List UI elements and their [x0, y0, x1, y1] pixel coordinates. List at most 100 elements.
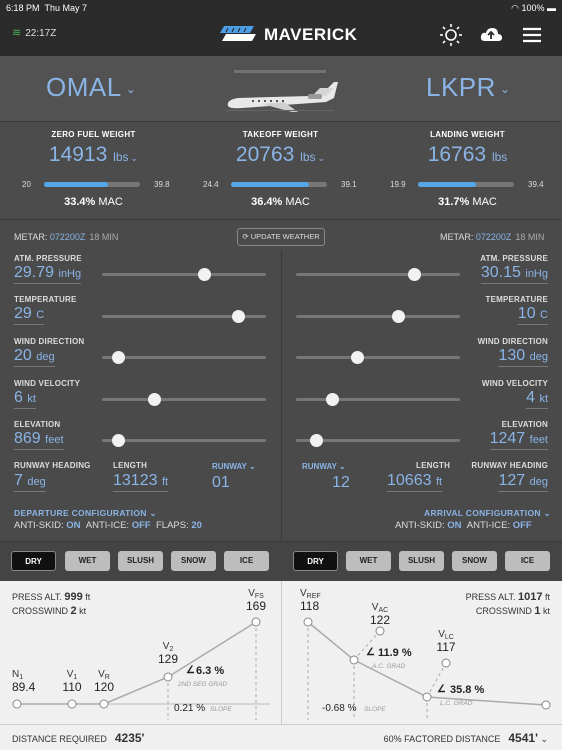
slider-knob[interactable] — [148, 393, 162, 406]
departure-elevation-slider[interactable] — [102, 434, 266, 447]
arrival-surface-slush[interactable]: SLUSH — [399, 551, 444, 571]
chevron-down-icon: ⌄ — [499, 82, 511, 97]
mac-bar — [44, 182, 140, 187]
chevron-down-icon: ⌄ — [125, 82, 137, 97]
chevron-down-icon: ⌄ — [248, 462, 256, 471]
slider-knob[interactable] — [112, 351, 126, 364]
arrival-surface-ice[interactable]: ICE — [505, 551, 550, 571]
metar-code[interactable]: 072200Z — [49, 232, 86, 242]
arrival-length-field[interactable]: 10663 ft — [387, 472, 443, 492]
weight-label: TAKEOFF WEIGHT — [242, 130, 319, 139]
departure-temperature-slider[interactable] — [102, 310, 266, 323]
departure-surface-dry[interactable]: DRY — [11, 551, 56, 571]
speed-value: 169 — [246, 599, 266, 613]
departure-surface-wet[interactable]: WET — [65, 551, 110, 571]
departure-surface-slush[interactable]: SLUSH — [118, 551, 163, 571]
metar-code[interactable]: 072200Z — [475, 232, 512, 242]
speed-label: VR — [98, 669, 110, 681]
arrival-wind-velocity-slider[interactable] — [296, 393, 460, 406]
slider-knob[interactable] — [112, 434, 126, 447]
arrival-surface-dry[interactable]: DRY — [293, 551, 338, 571]
update-weather-label: UPDATE WEATHER — [250, 232, 320, 241]
departure-surface-ice[interactable]: ICE — [224, 551, 269, 571]
arrival-temperature-slider[interactable] — [296, 310, 460, 323]
departure-runway-heading-label: RUNWAY HEADING — [14, 461, 91, 470]
weight-value-field[interactable]: 20763 lbs ⌄ — [187, 143, 374, 167]
arrival-surface-snow[interactable]: SNOW — [452, 551, 497, 571]
departure-runway-heading-field[interactable]: 7 deg — [14, 472, 46, 492]
takeoff-weight: TAKEOFF WEIGHT 20763 lbs ⌄ 24.4 39.1 36.4… — [187, 130, 374, 208]
mac-label: MAC — [98, 196, 123, 208]
speed-value: 117 — [436, 640, 455, 654]
arrival-wind-direction-slider[interactable] — [296, 351, 460, 364]
speed-value: 89.4 — [12, 680, 36, 694]
departure-configuration-toggle[interactable]: DEPARTURE CONFIGURATION ⌄ — [14, 508, 157, 519]
takeoff-crosswind: CROSSWIND 2 kt — [12, 605, 86, 617]
departure-temperature-field[interactable]: 29 C — [14, 305, 45, 325]
departure-wind-direction-field[interactable]: 20 deg — [14, 347, 55, 367]
aircraft-image — [226, 70, 338, 112]
factored-distance[interactable]: 60% FACTORED DISTANCE 4541' ⌄ — [384, 731, 548, 745]
weight-value: 14913 — [48, 143, 108, 166]
slider-knob[interactable] — [326, 393, 340, 406]
departure-elevation-field[interactable]: 869 feet — [14, 430, 64, 450]
speed-point — [12, 699, 22, 709]
departure-wind-velocity-slider[interactable] — [102, 393, 266, 406]
weight-unit: lbs — [113, 150, 129, 164]
label: PRESS ALT. — [465, 592, 516, 602]
departure-runway-selector[interactable]: RUNWAY ⌄ — [212, 462, 256, 471]
speed-label: VAC — [372, 602, 388, 614]
departure-pressure-slider[interactable] — [102, 268, 266, 281]
mac-bar — [418, 182, 514, 187]
route-bar: OMAL ⌄ LKPR ⌄ — [0, 56, 562, 122]
arrival-surface-wet[interactable]: WET — [346, 551, 391, 571]
slider-knob[interactable] — [197, 268, 211, 281]
arrival-temperature-field[interactable]: 10 C — [517, 305, 548, 325]
speed-point — [163, 672, 173, 682]
column-divider — [281, 250, 282, 578]
weight-value-field[interactable]: 16763 lbs — [374, 143, 561, 167]
cloud-upload-icon[interactable] — [479, 23, 503, 47]
anti-ice-label: ANTI-ICE: — [85, 520, 130, 531]
slider-knob[interactable] — [408, 268, 422, 281]
menu-icon[interactable] — [520, 23, 544, 47]
departure-length-field[interactable]: 13123 ft — [113, 472, 169, 492]
departure-surface-snow[interactable]: SNOW — [171, 551, 216, 571]
arrival-runway-heading-field[interactable]: 127 deg — [498, 472, 548, 492]
slider-knob[interactable] — [309, 434, 323, 447]
destination-airport-selector[interactable]: LKPR ⌄ — [426, 72, 510, 103]
origin-airport-selector[interactable]: OMAL ⌄ — [46, 72, 136, 103]
slider-knob[interactable] — [391, 310, 405, 323]
departure-wind-velocity-field[interactable]: 6 kt — [14, 389, 36, 409]
status-bar: 6:18 PM Thu May 7 ◠ 100% ▬ — [0, 0, 562, 16]
mac-bar-fill — [44, 182, 109, 187]
brightness-icon[interactable] — [439, 23, 463, 47]
arrival-elevation-slider[interactable] — [296, 434, 460, 447]
speed-value: 122 — [370, 613, 390, 627]
refresh-icon: ⟳ — [242, 232, 249, 241]
range-max: 39.1 — [341, 180, 357, 189]
arrival-wind-velocity-field[interactable]: 4 kt — [526, 389, 548, 409]
arrival-pressure-field[interactable]: 30.15 inHg — [480, 264, 548, 284]
arrival-config-summary: ANTI-SKID: ON ANTI-ICE: OFF — [395, 520, 532, 531]
field-value: 10663 — [387, 472, 432, 489]
field-value: 127 — [498, 472, 526, 489]
arrival-pressure-slider[interactable] — [296, 268, 460, 281]
field-value: 29.79 — [14, 264, 55, 281]
field-value: 7 — [14, 472, 23, 489]
departure-wind-direction-slider[interactable] — [102, 351, 266, 364]
arrival-wind-direction-field[interactable]: 130 deg — [498, 347, 548, 367]
unit: ft — [85, 592, 91, 602]
arrival-elevation-label: ELEVATION — [501, 420, 548, 429]
weight-value-field[interactable]: 14913 lbs ⌄ — [0, 143, 187, 167]
field-unit: inHg — [525, 268, 548, 280]
arrival-elevation-field[interactable]: 1247 feet — [489, 430, 548, 450]
arrival-metar: METAR: 072200Z 18 MIN — [440, 232, 544, 242]
slider-knob[interactable] — [232, 310, 246, 323]
departure-pressure-field[interactable]: 29.79 inHg — [14, 264, 82, 284]
slider-knob[interactable] — [350, 351, 364, 364]
arrival-configuration-toggle[interactable]: ARRIVAL CONFIGURATION ⌄ — [424, 508, 551, 519]
arrival-runway-selector[interactable]: RUNWAY ⌄ — [302, 462, 346, 471]
departure-elevation-label: ELEVATION — [14, 420, 61, 429]
update-weather-button[interactable]: ⟳ UPDATE WEATHER — [237, 228, 325, 246]
